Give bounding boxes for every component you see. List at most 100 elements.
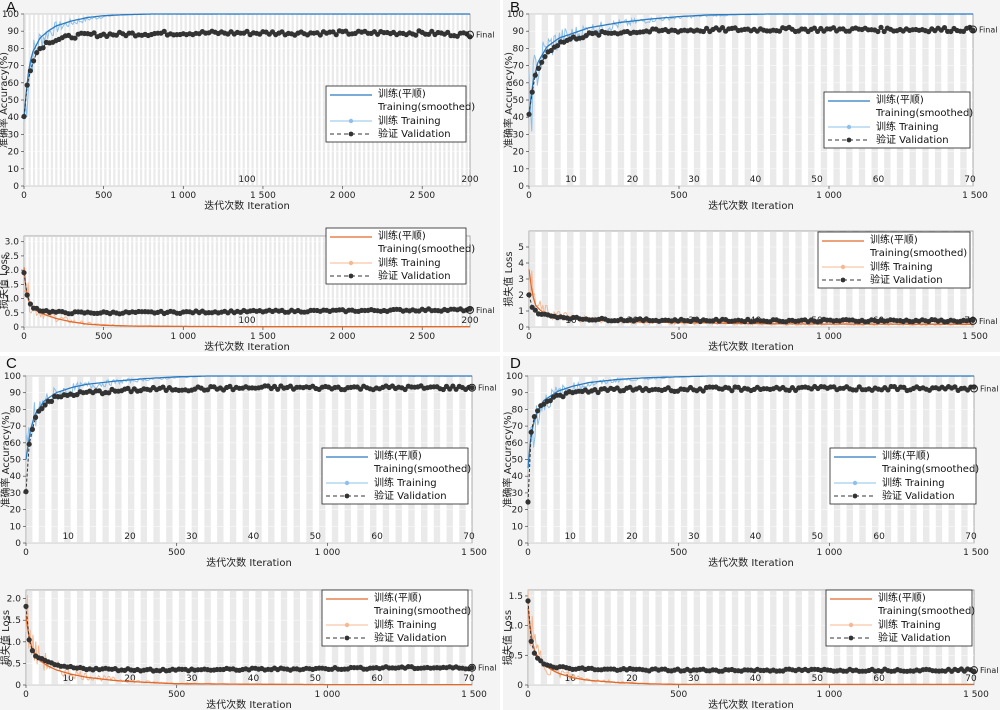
- validation-point: [539, 59, 545, 65]
- panel-letter-c: C: [6, 355, 17, 372]
- y-tick-label: 1.5: [509, 592, 523, 602]
- epoch-label: 40: [248, 674, 260, 684]
- y-tick-label: 30: [8, 130, 20, 140]
- x-tick-label: 1 000: [816, 548, 842, 558]
- validation-point: [445, 29, 451, 35]
- x-tick-label: 1 500: [250, 191, 276, 201]
- epoch-band: [115, 590, 122, 685]
- validation-point: [704, 25, 710, 31]
- validation-point: [881, 28, 887, 35]
- epoch-label: 60: [371, 674, 383, 684]
- legend-train-marker: [344, 622, 350, 628]
- epoch-band: [322, 236, 326, 327]
- epoch-band: [770, 590, 777, 685]
- validation-point: [729, 388, 735, 394]
- legend-train-marker: [348, 260, 354, 266]
- epoch-band: [293, 590, 300, 685]
- x-tick-label: 1 000: [816, 191, 842, 201]
- validation-point: [700, 388, 706, 394]
- y-axis-label: 损失值 Loss: [0, 254, 10, 309]
- epoch-label: 10: [564, 674, 576, 684]
- x-tick-label: 0: [525, 548, 531, 558]
- validation-point: [23, 603, 29, 610]
- legend-smooth-label-en: Training(smoothed): [373, 606, 471, 617]
- final-marker: [466, 305, 474, 314]
- validation-point: [875, 28, 881, 35]
- legend-smooth-label: 训练(平顺): [870, 233, 918, 246]
- epoch-band: [655, 590, 662, 685]
- y-tick-label: 50: [8, 96, 20, 106]
- x-axis-label: 迭代次数 Iteration: [204, 340, 290, 353]
- y-axis-label: 准确率 Accuracy(%): [0, 52, 10, 148]
- epoch-band: [153, 236, 156, 327]
- validation-point: [596, 32, 602, 38]
- validation-point: [29, 426, 35, 432]
- x-axis-label: 迭代次数 Iteration: [708, 199, 794, 212]
- epoch-label: 60: [873, 175, 885, 185]
- epoch-label: 50: [310, 674, 322, 684]
- validation-point: [42, 402, 48, 408]
- epoch-band: [269, 236, 272, 327]
- y-tick-label: 50: [512, 456, 524, 466]
- validation-point: [413, 32, 419, 38]
- epoch-band: [28, 236, 31, 327]
- epoch-label: 70: [965, 532, 977, 542]
- y-tick-label: 40: [8, 113, 20, 123]
- epoch-band: [77, 236, 80, 327]
- x-tick-label: 0: [526, 191, 532, 201]
- legend-train-marker: [344, 480, 350, 486]
- y-tick-label: 2.5: [5, 252, 19, 262]
- x-tick-label: 1 500: [250, 332, 276, 342]
- x-tick-label: 500: [670, 548, 687, 558]
- epoch-band: [153, 590, 160, 685]
- epoch-band: [224, 236, 227, 327]
- x-tick-label: 0: [21, 191, 27, 201]
- y-tick-label: 20: [8, 148, 20, 158]
- validation-point: [24, 292, 30, 298]
- epoch-band: [126, 236, 129, 327]
- epoch-band: [41, 236, 45, 327]
- y-tick-label: 90: [8, 27, 20, 37]
- epoch-label: 50: [812, 674, 824, 684]
- y-tick-label: 1.0: [5, 295, 20, 305]
- x-tick-label: 1 500: [461, 548, 487, 558]
- x-tick-label: 0: [526, 332, 532, 342]
- y-tick-label: 0: [517, 681, 523, 691]
- y-tick-label: 20: [513, 148, 525, 158]
- smoothed-series-line: [25, 615, 472, 686]
- epoch-label: 50: [811, 175, 823, 185]
- epoch-label: 20: [124, 674, 136, 684]
- validation-point: [538, 658, 544, 664]
- epoch-band: [591, 590, 599, 685]
- epoch-band: [318, 236, 321, 327]
- epoch-label: 10: [565, 175, 577, 185]
- epoch-band: [184, 236, 187, 327]
- y-tick-label: 1: [518, 307, 524, 317]
- validation-point: [26, 441, 32, 447]
- epoch-label: 30: [688, 532, 700, 542]
- epoch-band: [309, 236, 312, 327]
- validation-point: [21, 270, 27, 276]
- epoch-band: [32, 236, 36, 327]
- validation-point: [548, 47, 554, 54]
- legend-validation-label: 验证 Validation: [374, 489, 447, 502]
- epoch-band: [197, 236, 201, 327]
- chart-b-loss: 0 1 2 3 4 5 0 500 1 000 1 500 迭代次数 Iteration 损失值 Lo…: [502, 230, 997, 353]
- epoch-band: [260, 236, 263, 327]
- y-tick-label: 50: [513, 96, 525, 106]
- epoch-label: 30: [186, 674, 198, 684]
- validation-point: [853, 387, 859, 393]
- epoch-band: [304, 236, 308, 327]
- legend-validation-marker: [846, 137, 852, 143]
- epoch-band: [744, 590, 751, 685]
- epoch-label: 60: [873, 532, 885, 542]
- y-tick-label: 1.5: [7, 616, 21, 626]
- y-tick-label: 2: [518, 291, 524, 301]
- final-label: Final: [478, 664, 496, 673]
- y-tick-label: 60: [513, 79, 525, 89]
- epoch-band: [202, 236, 205, 327]
- smoothed-series-line: [528, 13, 973, 114]
